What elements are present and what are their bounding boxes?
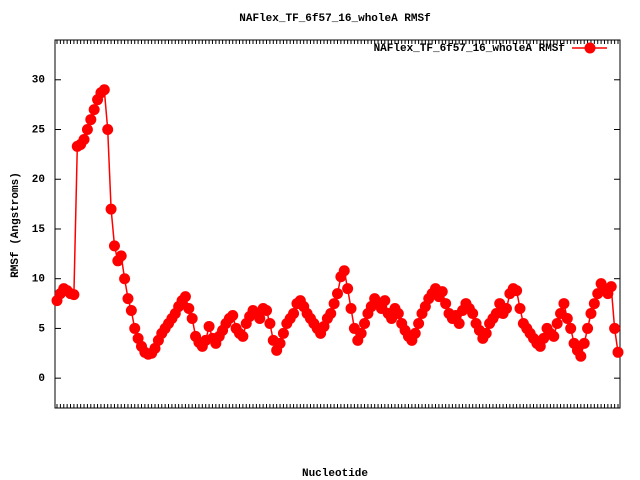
- y-tick-label: 15: [32, 224, 46, 236]
- point: [261, 305, 273, 317]
- point: [274, 337, 286, 349]
- point: [359, 317, 371, 329]
- point: [98, 84, 110, 96]
- point: [122, 293, 134, 305]
- point: [108, 240, 120, 252]
- point: [264, 317, 276, 329]
- series-line: [56, 88, 619, 359]
- point: [551, 317, 563, 329]
- point: [237, 330, 249, 342]
- point: [254, 312, 266, 324]
- point: [413, 317, 425, 329]
- point: [183, 303, 195, 315]
- point: [332, 288, 343, 300]
- legend-label: NAFlex_TF_6f57_16_wholeA RMSf: [374, 43, 566, 55]
- point: [440, 298, 452, 310]
- point: [480, 327, 492, 339]
- legend-marker: [584, 42, 596, 54]
- point: [338, 265, 350, 277]
- point: [558, 298, 570, 310]
- point: [277, 327, 289, 339]
- point: [85, 114, 97, 126]
- point: [609, 322, 621, 334]
- x-axis-label: Nucleotide: [302, 468, 368, 480]
- y-tick-label: 10: [32, 274, 45, 286]
- point: [561, 312, 573, 324]
- point: [125, 305, 137, 317]
- point: [105, 203, 117, 215]
- point: [288, 308, 300, 320]
- point: [179, 291, 191, 303]
- point: [345, 303, 357, 315]
- point: [129, 322, 141, 334]
- point: [511, 285, 523, 297]
- point: [548, 330, 560, 342]
- point: [453, 317, 465, 329]
- point: [102, 124, 114, 136]
- point: [78, 133, 90, 145]
- point: [575, 350, 587, 362]
- y-tick-label: 20: [32, 174, 45, 186]
- point: [203, 320, 215, 332]
- point: [582, 322, 594, 334]
- point: [514, 303, 526, 315]
- point: [227, 310, 239, 322]
- y-tick-label: 0: [38, 373, 45, 385]
- point: [612, 346, 624, 358]
- point: [68, 289, 80, 301]
- chart-title: NAFlex_TF_6f57_16_wholeA RMSf: [239, 13, 431, 25]
- point: [588, 298, 600, 310]
- y-tick-label: 30: [32, 75, 45, 87]
- point: [467, 308, 479, 320]
- point: [578, 337, 590, 349]
- point: [81, 124, 93, 136]
- y-axis-label: RMSf (Angstroms): [10, 172, 22, 278]
- point: [436, 286, 448, 298]
- point: [325, 308, 337, 320]
- y-tick-label: 5: [38, 323, 45, 335]
- point: [355, 327, 367, 339]
- point: [392, 308, 404, 320]
- point: [119, 273, 131, 285]
- point: [379, 295, 391, 307]
- point: [115, 250, 127, 262]
- point: [500, 303, 512, 315]
- point: [186, 312, 198, 324]
- point: [88, 104, 100, 116]
- point: [605, 281, 617, 293]
- point: [565, 322, 577, 334]
- y-tick-label: 25: [32, 124, 46, 136]
- point: [409, 327, 421, 339]
- point: [328, 298, 340, 310]
- point: [342, 283, 354, 295]
- point: [585, 308, 597, 320]
